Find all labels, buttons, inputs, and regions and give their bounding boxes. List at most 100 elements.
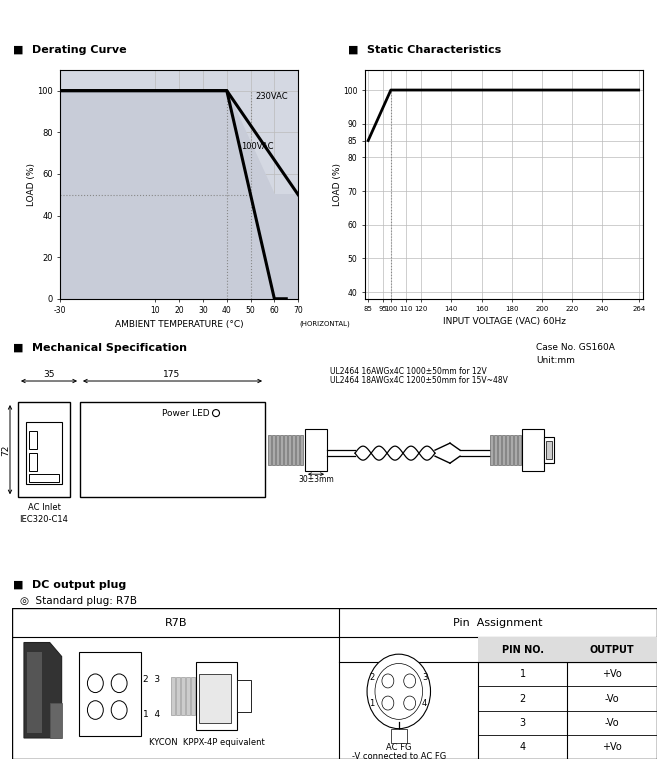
Bar xyxy=(490,435,493,465)
Bar xyxy=(27,652,42,733)
Bar xyxy=(498,435,501,465)
X-axis label: INPUT VOLTAGE (VAC) 60Hz: INPUT VOLTAGE (VAC) 60Hz xyxy=(443,317,565,326)
Bar xyxy=(186,677,190,715)
Circle shape xyxy=(382,696,394,710)
Bar xyxy=(288,435,291,465)
Text: +Vo: +Vo xyxy=(602,742,622,752)
Text: 72: 72 xyxy=(1,445,11,456)
Circle shape xyxy=(212,410,220,417)
Text: 4: 4 xyxy=(520,742,526,752)
Bar xyxy=(292,435,295,465)
Bar xyxy=(181,677,185,715)
Bar xyxy=(237,680,251,712)
Bar xyxy=(268,435,271,465)
Circle shape xyxy=(382,674,394,688)
Bar xyxy=(272,435,275,465)
Text: -V connected to AC FG: -V connected to AC FG xyxy=(352,752,446,761)
Bar xyxy=(546,441,552,459)
Text: AC FG: AC FG xyxy=(386,743,411,752)
Text: UL2464 16AWGx4C 1000±50mm for 12V: UL2464 16AWGx4C 1000±50mm for 12V xyxy=(330,367,486,376)
Text: 3: 3 xyxy=(520,718,526,728)
Text: Pin  Assignment: Pin Assignment xyxy=(453,618,543,628)
Bar xyxy=(50,703,62,738)
Bar xyxy=(305,429,327,471)
Bar xyxy=(171,677,175,715)
Circle shape xyxy=(87,701,103,719)
Text: 3: 3 xyxy=(422,673,427,682)
Bar xyxy=(29,431,37,449)
Text: ■: ■ xyxy=(348,45,359,55)
Text: 1: 1 xyxy=(369,698,375,708)
Circle shape xyxy=(367,654,431,729)
Text: 30±3mm: 30±3mm xyxy=(298,475,334,483)
Text: 2: 2 xyxy=(520,694,526,704)
Bar xyxy=(494,435,497,465)
Text: Static Characteristics: Static Characteristics xyxy=(367,45,501,55)
Text: DC output plug: DC output plug xyxy=(32,580,127,590)
Bar xyxy=(300,435,303,465)
Text: Derating Curve: Derating Curve xyxy=(32,45,127,55)
Polygon shape xyxy=(60,91,298,299)
X-axis label: AMBIENT TEMPERATURE (°C): AMBIENT TEMPERATURE (°C) xyxy=(115,320,243,328)
Y-axis label: LOAD (%): LOAD (%) xyxy=(27,163,36,206)
Circle shape xyxy=(87,674,103,692)
Text: Power LED: Power LED xyxy=(162,409,210,417)
Bar xyxy=(80,402,265,497)
Text: Mechanical Specification: Mechanical Specification xyxy=(32,343,187,353)
Text: ■: ■ xyxy=(13,343,24,353)
Text: (HORIZONTAL): (HORIZONTAL) xyxy=(299,320,350,327)
Text: -Vo: -Vo xyxy=(604,718,619,728)
Bar xyxy=(567,636,657,663)
Bar xyxy=(18,402,70,497)
Bar xyxy=(284,435,287,465)
Circle shape xyxy=(404,696,415,710)
Text: 100VAC: 100VAC xyxy=(241,142,273,151)
Text: 230VAC: 230VAC xyxy=(255,92,288,101)
Text: +Vo: +Vo xyxy=(602,670,622,680)
Bar xyxy=(502,435,505,465)
Text: UL2464 18AWGx4C 1200±50mm for 15V~48V: UL2464 18AWGx4C 1200±50mm for 15V~48V xyxy=(330,376,508,385)
Bar xyxy=(280,435,283,465)
Bar xyxy=(510,435,513,465)
Circle shape xyxy=(404,674,415,688)
Polygon shape xyxy=(24,643,62,738)
Bar xyxy=(176,677,180,715)
Bar xyxy=(80,652,141,736)
Text: PIN NO.: PIN NO. xyxy=(502,645,544,654)
Circle shape xyxy=(375,663,423,719)
Bar xyxy=(296,435,299,465)
Bar xyxy=(391,729,407,743)
Text: 4: 4 xyxy=(422,698,427,708)
Bar xyxy=(518,435,521,465)
Bar xyxy=(196,663,237,729)
Bar xyxy=(506,435,509,465)
Bar xyxy=(29,474,59,482)
Bar xyxy=(26,422,62,484)
Text: ■: ■ xyxy=(13,580,24,590)
Bar xyxy=(200,674,231,723)
Text: ■: ■ xyxy=(13,45,24,55)
Text: 1  4: 1 4 xyxy=(143,710,160,719)
Bar xyxy=(514,435,517,465)
Text: 35: 35 xyxy=(44,370,55,379)
Text: KYCON  KPPX-4P equivalent: KYCON KPPX-4P equivalent xyxy=(149,738,264,747)
Text: ◎  Standard plug: R7B: ◎ Standard plug: R7B xyxy=(20,596,137,606)
Text: 1: 1 xyxy=(520,670,526,680)
Text: 2: 2 xyxy=(369,673,375,682)
Text: R7B: R7B xyxy=(164,618,187,628)
Text: OUTPUT: OUTPUT xyxy=(590,645,634,654)
Text: Unit:mm: Unit:mm xyxy=(536,356,575,365)
Text: AC Inlet
IEC320-C14: AC Inlet IEC320-C14 xyxy=(19,504,68,524)
Bar xyxy=(478,636,567,663)
Y-axis label: LOAD (%): LOAD (%) xyxy=(332,163,342,206)
Text: -Vo: -Vo xyxy=(604,694,619,704)
Text: 175: 175 xyxy=(163,370,181,379)
Bar xyxy=(29,453,37,471)
Bar xyxy=(276,435,279,465)
Circle shape xyxy=(111,674,127,692)
Circle shape xyxy=(111,701,127,719)
Bar xyxy=(544,437,554,463)
Bar xyxy=(522,429,544,471)
Text: Case No. GS160A: Case No. GS160A xyxy=(536,343,615,352)
Text: 2  3: 2 3 xyxy=(143,675,160,684)
